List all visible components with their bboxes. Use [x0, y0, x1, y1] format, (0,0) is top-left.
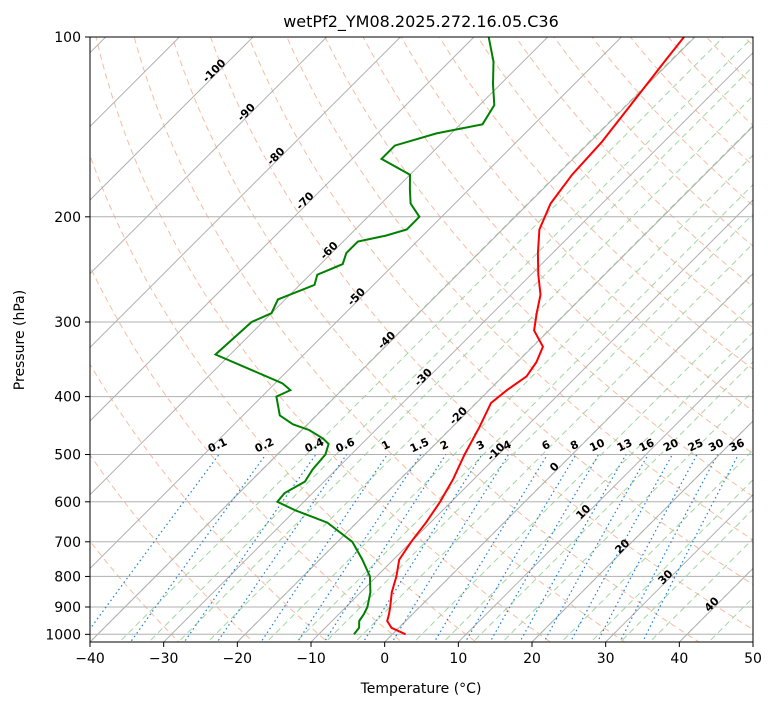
moist-adiabat-line	[501, 390, 753, 642]
y-tick-label: 700	[54, 535, 81, 551]
mixing-ratio-line	[543, 454, 649, 642]
x-tick-label: 40	[670, 651, 688, 667]
temperature-profile-line	[386, 37, 685, 636]
x-tick-label: −30	[149, 651, 179, 667]
isotherm-line	[90, 37, 549, 496]
mixing-ratio-label: 36	[727, 436, 747, 454]
x-tick-label: 50	[744, 651, 762, 667]
isotherm-line	[90, 37, 328, 275]
isotherm-line	[90, 37, 181, 128]
isotherm-line	[90, 37, 696, 642]
x-tick-label: −40	[75, 651, 105, 667]
mixing-ratio-label: 16	[637, 436, 657, 454]
moist-adiabat-line	[442, 331, 753, 642]
moist-adiabat-line	[590, 479, 753, 642]
isotherm-line	[310, 199, 753, 642]
mixing-ratio-line	[489, 454, 600, 642]
moist-adiabat-line	[148, 37, 753, 642]
mixing-ratio-line	[433, 454, 549, 642]
dry-adiabat-line	[591, 37, 753, 207]
dry-adiabat-line	[477, 37, 753, 329]
y-axis-label: Pressure (hPa)	[12, 290, 28, 390]
y-tick-label: 400	[54, 390, 81, 406]
plot-area: 0.1 0.2 0.4 0.6 1 1.5 2 3 4 6 8 10 13 16 20 25 30 36-100-…	[90, 37, 753, 642]
isotherm-line	[90, 37, 623, 570]
moist-adiabat-line	[413, 302, 753, 642]
mixing-ratio-line	[260, 454, 388, 642]
y-tick-label: 800	[54, 569, 81, 585]
x-tick-label: 30	[597, 651, 615, 667]
moist-adiabat-line	[118, 37, 724, 642]
mixing-ratio-label: 10	[588, 436, 608, 454]
dry-adiabat-line	[667, 37, 753, 127]
dry-adiabat-line	[210, 37, 753, 631]
mixing-ratio-line	[90, 454, 220, 630]
moist-adiabat-line	[207, 95, 753, 642]
x-tick-label: 0	[380, 651, 389, 667]
mixing-ratio-label: 13	[615, 436, 634, 454]
y-tick-label: 200	[54, 210, 81, 226]
dry-adiabat-line	[248, 37, 753, 586]
moist-adiabat-line	[325, 213, 753, 642]
dry-adiabat-line	[438, 37, 753, 370]
moist-adiabat-line	[472, 361, 753, 642]
moist-adiabat-line	[560, 449, 753, 642]
dry-adiabat-line	[90, 154, 477, 642]
mixing-ratio-line	[519, 454, 627, 642]
plot-frame	[89, 36, 754, 643]
isotherm-line	[90, 37, 475, 422]
dry-adiabat-line	[324, 37, 753, 498]
y-tick-label: 100	[54, 30, 81, 46]
dewpoint-profile-line	[213, 37, 496, 635]
isotherm-line	[162, 51, 753, 642]
mixing-ratio-label: 25	[686, 436, 705, 454]
x-axis: −40 −30 −20 −10 0 10 20 30 40 50	[75, 642, 762, 667]
dry-adiabat-line	[95, 37, 552, 642]
y-tick-label: 1000	[45, 627, 81, 643]
x-tick-label: −10	[296, 651, 326, 667]
mixing-ratio-line	[129, 454, 267, 642]
dry-adiabat-line	[400, 37, 753, 412]
x-tick-label: −20	[223, 651, 253, 667]
x-tick-label: 10	[449, 651, 467, 667]
y-tick-label: 600	[54, 495, 81, 511]
x-tick-label: 20	[523, 651, 541, 667]
dry-adiabat-line	[629, 37, 753, 167]
isotherm-line	[604, 493, 753, 642]
moist-adiabat-line	[266, 154, 753, 642]
y-tick-label: 900	[54, 600, 81, 616]
y-tick-label: 500	[54, 448, 81, 464]
isotherm-line	[90, 37, 402, 349]
chart-title: wetPf2_YM08.2025.272.16.05.C36	[283, 12, 559, 32]
dry-adiabat-line	[90, 453, 254, 642]
isotherm-line	[531, 420, 753, 642]
mixing-ratio-line	[216, 454, 348, 642]
x-axis-label: Temperature (°C)	[360, 681, 482, 697]
isotherm-line	[90, 37, 254, 201]
mixing-ratio-line	[464, 454, 577, 642]
mixing-ratio-label: 30	[706, 436, 726, 454]
dry-adiabat-line	[286, 37, 753, 541]
mixing-ratio-line	[569, 454, 673, 642]
dry-adiabat-line	[133, 37, 626, 642]
mixing-ratio-line	[296, 454, 422, 642]
y-axis: 1000 900 800 700 600 500 400 300 200 100	[45, 30, 90, 643]
isotherm-line	[236, 125, 753, 642]
isotherm-line	[383, 272, 753, 642]
moist-adiabat-line	[177, 65, 753, 642]
dry-adiabat-line	[171, 37, 700, 642]
y-tick-label: 300	[54, 315, 81, 331]
moist-adiabat-line	[354, 242, 753, 642]
mixing-ratio-line	[323, 454, 447, 642]
mixing-ratio-label: 20	[661, 436, 681, 454]
isotherm-line	[457, 346, 753, 642]
